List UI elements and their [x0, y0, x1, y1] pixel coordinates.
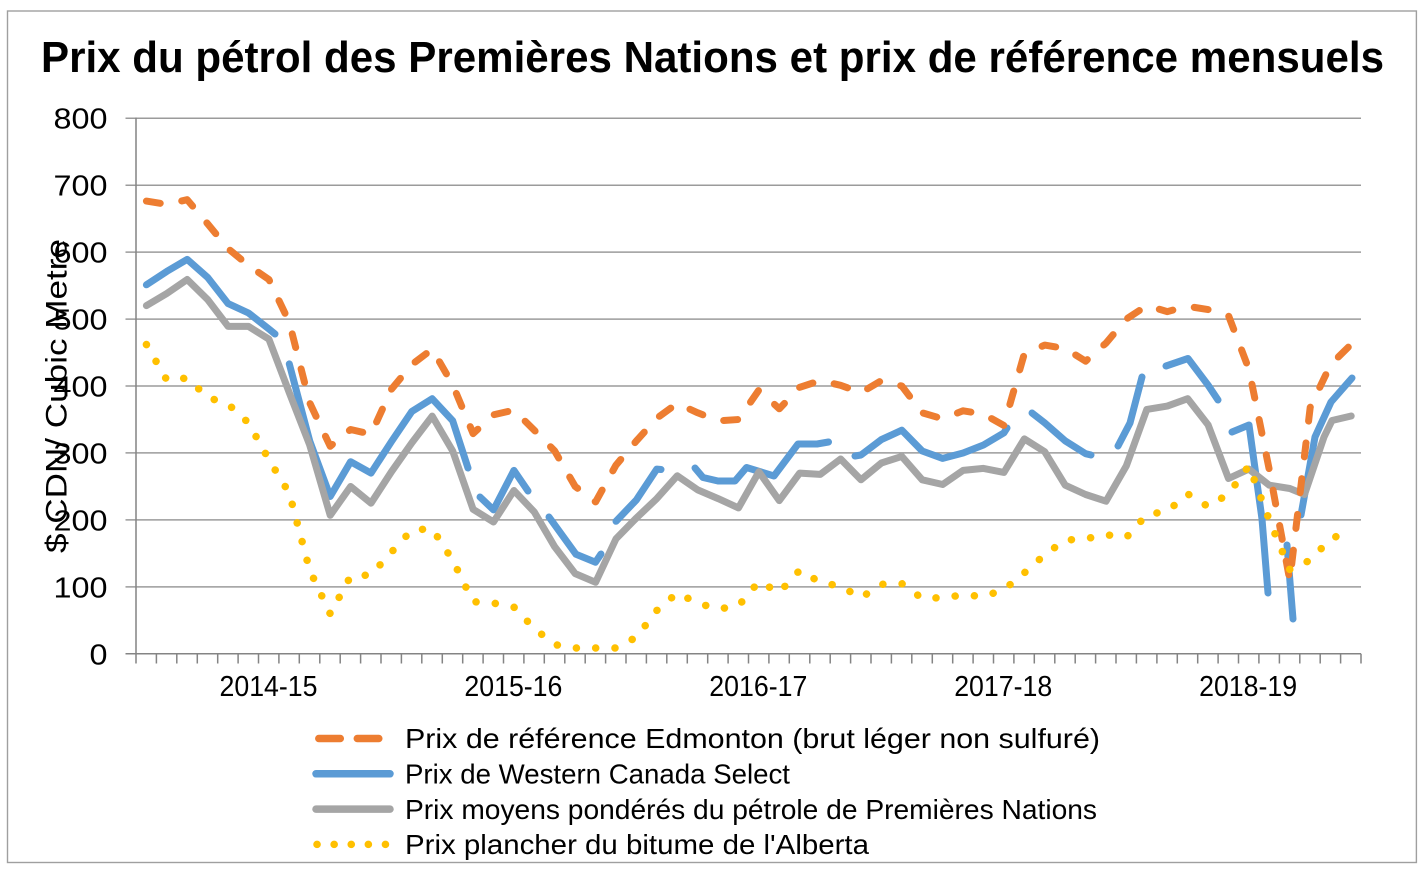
- svg-text:2016-17: 2016-17: [709, 671, 807, 703]
- svg-text:800: 800: [54, 104, 108, 136]
- svg-text:Prix de Western Canada Select: Prix de Western Canada Select: [405, 759, 790, 790]
- svg-text:600: 600: [54, 238, 108, 270]
- svg-text:Prix plancher du bitume de l'A: Prix plancher du bitume de l'Alberta: [405, 829, 870, 860]
- svg-text:2015-16: 2015-16: [464, 671, 562, 703]
- svg-text:700: 700: [54, 171, 108, 203]
- svg-text:$ CDN/ Cubic Metre: $ CDN/ Cubic Metre: [41, 239, 74, 553]
- svg-text:Prix de référence Edmonton (br: Prix de référence Edmonton (brut léger n…: [405, 723, 1100, 754]
- svg-text:100: 100: [54, 572, 108, 604]
- svg-text:400: 400: [54, 372, 108, 404]
- svg-text:2018-19: 2018-19: [1199, 671, 1297, 703]
- svg-text:0: 0: [90, 639, 108, 671]
- svg-text:Prix moyens pondérés du pétrol: Prix moyens pondérés du pétrole de Premi…: [405, 794, 1097, 825]
- svg-text:500: 500: [54, 305, 108, 337]
- svg-text:300: 300: [54, 438, 108, 470]
- svg-text:200: 200: [54, 505, 108, 537]
- svg-text:Prix du pétrol des Premières N: Prix du pétrol des Premières Nations et …: [41, 34, 1384, 82]
- svg-text:2017-18: 2017-18: [954, 671, 1052, 703]
- svg-text:2014-15: 2014-15: [220, 671, 318, 703]
